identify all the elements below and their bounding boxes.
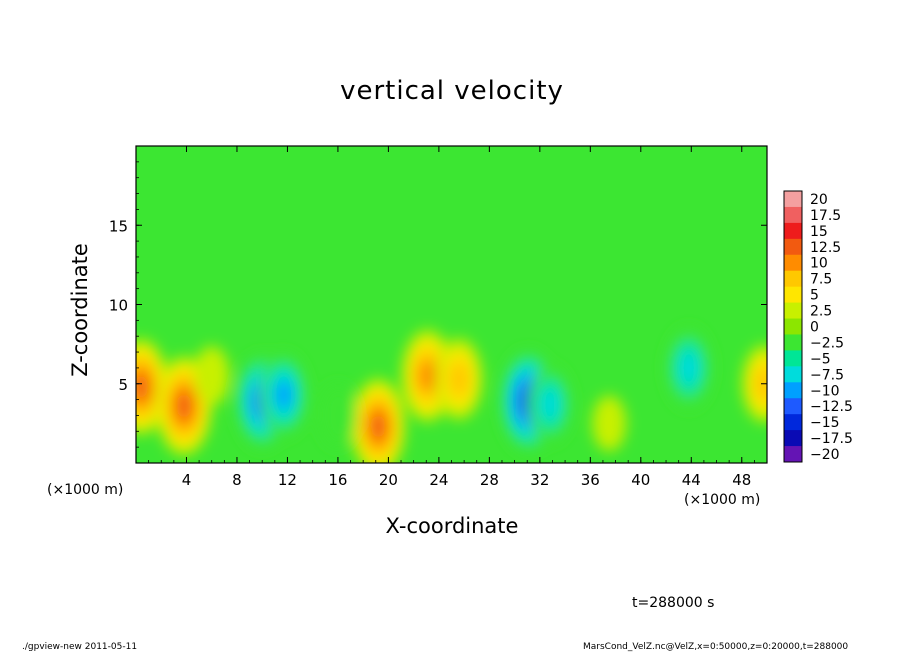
x-axis-label: X-coordinate bbox=[385, 514, 519, 538]
colorbar-label: 5 bbox=[810, 288, 819, 304]
footer-right: MarsCond_VelZ.nc@VelZ,x=0:50000,z=0:2000… bbox=[583, 642, 849, 652]
colorbar-swatch bbox=[784, 382, 802, 399]
heatmap-cell bbox=[754, 367, 767, 401]
colorbar-label: 12.5 bbox=[810, 240, 841, 256]
heatmap-cell bbox=[678, 350, 699, 386]
colorbar-label: −7.5 bbox=[810, 367, 844, 383]
colorbar-label: −2.5 bbox=[810, 335, 844, 351]
colorbar-swatch bbox=[784, 270, 802, 288]
x-tick-label: 4 bbox=[182, 471, 192, 489]
colorbar-swatch bbox=[784, 254, 802, 272]
colorbar-swatch bbox=[784, 414, 802, 431]
time-label: t=288000 s bbox=[632, 595, 715, 611]
x-tick-label: 20 bbox=[379, 471, 398, 489]
y-tick-label: 15 bbox=[109, 217, 128, 235]
colorbar-swatch bbox=[784, 238, 802, 256]
colorbar-label: −17.5 bbox=[810, 431, 853, 447]
colorbar-frame bbox=[783, 190, 803, 463]
x-unit-left: (×1000 m) bbox=[47, 482, 124, 498]
colorbar-label: 15 bbox=[810, 224, 828, 240]
colorbar-label: −10 bbox=[810, 383, 840, 399]
colorbar-swatch bbox=[784, 206, 802, 224]
colorbar-swatch bbox=[784, 191, 802, 208]
colorbar-swatch bbox=[784, 318, 802, 335]
colorbar-label: 7.5 bbox=[810, 272, 832, 288]
heatmap-cell bbox=[540, 387, 560, 421]
x-tick-label: 16 bbox=[328, 471, 347, 489]
colorbar-swatch bbox=[784, 334, 802, 351]
y-axis-label: Z-coordinate bbox=[68, 243, 92, 377]
colorbar-label: −5 bbox=[810, 351, 831, 367]
x-tick-label: 28 bbox=[480, 471, 499, 489]
heatmap-cell bbox=[176, 392, 192, 420]
colorbar-label: 20 bbox=[810, 192, 828, 208]
colorbar-swatch bbox=[784, 430, 802, 447]
x-tick-label: 44 bbox=[682, 471, 701, 489]
colorbar-swatch bbox=[784, 366, 802, 383]
colorbar-label: −12.5 bbox=[810, 399, 853, 415]
x-axis: 4 8 12 16 20 24 28 32 36 40 44 48 bbox=[148, 146, 755, 489]
y-tick-label: 10 bbox=[109, 297, 128, 315]
heatmap-cell bbox=[449, 361, 469, 397]
colorbar-swatch bbox=[784, 302, 802, 320]
x-tick-label: 32 bbox=[530, 471, 549, 489]
x-tick-label: 36 bbox=[581, 471, 600, 489]
colorbar-swatch bbox=[784, 398, 802, 415]
y-axis: 5 10 15 bbox=[109, 161, 767, 448]
chart-title: vertical velocity bbox=[340, 76, 564, 106]
x-tick-label: 24 bbox=[429, 471, 448, 489]
y-tick-label: 5 bbox=[118, 376, 128, 394]
heatmap-cell bbox=[418, 360, 437, 392]
colorbar-label: −20 bbox=[810, 447, 840, 463]
colorbar-label: 17.5 bbox=[810, 208, 841, 224]
colorbar-label: −15 bbox=[810, 415, 840, 431]
heatmap-cell bbox=[193, 346, 230, 406]
colorbar-swatch bbox=[784, 286, 802, 304]
colorbar-label: 0 bbox=[810, 320, 819, 336]
colorbar-swatch bbox=[784, 350, 802, 367]
x-tick-label: 40 bbox=[631, 471, 650, 489]
heatmap-field bbox=[136, 146, 767, 463]
heatmap-cell bbox=[275, 380, 292, 409]
y-axis-label-wrap: Z-coordinate bbox=[60, 230, 100, 390]
colorbar-swatch bbox=[784, 222, 802, 240]
heatmap-cell bbox=[136, 373, 149, 400]
colorbar: 2017.51512.5107.552.50−2.5−5−7.5−10−12.5… bbox=[783, 190, 853, 463]
heatmap-cell bbox=[371, 413, 386, 440]
x-unit-right: (×1000 m) bbox=[684, 492, 761, 508]
colorbar-swatch bbox=[784, 446, 802, 463]
colorbar-label: 10 bbox=[810, 256, 828, 272]
colorbar-label: 2.5 bbox=[810, 304, 832, 320]
x-tick-label: 48 bbox=[732, 471, 751, 489]
heatmap-cell bbox=[319, 384, 357, 447]
x-tick-label: 8 bbox=[232, 471, 242, 489]
heatmap-cell bbox=[592, 395, 627, 452]
x-tick-label: 12 bbox=[278, 471, 297, 489]
footer-left: ./gpview-new 2011-05-11 bbox=[22, 642, 138, 652]
